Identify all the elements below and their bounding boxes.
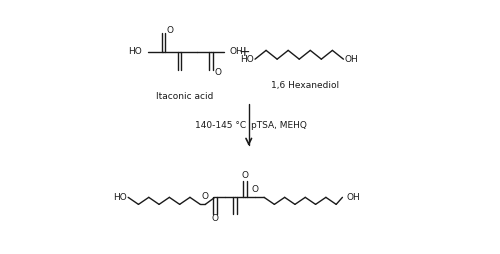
Text: HO: HO <box>113 193 127 202</box>
Text: HO: HO <box>128 47 142 56</box>
Text: O: O <box>212 214 218 223</box>
Text: OH: OH <box>346 193 360 202</box>
Text: O: O <box>251 185 258 194</box>
Text: O: O <box>242 171 248 181</box>
Text: OH: OH <box>230 47 243 56</box>
Text: pTSA, MEHQ: pTSA, MEHQ <box>252 121 307 130</box>
Text: O: O <box>202 192 209 201</box>
Text: +: + <box>238 45 250 59</box>
Text: 140-145 °C: 140-145 °C <box>195 121 246 130</box>
Text: OH: OH <box>344 55 358 64</box>
Text: O: O <box>166 26 173 35</box>
Text: HO: HO <box>240 55 254 64</box>
Text: 1,6 Hexanediol: 1,6 Hexanediol <box>271 81 340 90</box>
Text: O: O <box>214 68 221 77</box>
Text: Itaconic acid: Itaconic acid <box>156 92 214 101</box>
